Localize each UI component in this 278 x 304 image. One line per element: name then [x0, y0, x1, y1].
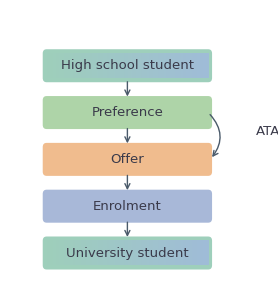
- FancyBboxPatch shape: [43, 143, 212, 176]
- FancyBboxPatch shape: [43, 96, 212, 129]
- FancyArrowPatch shape: [210, 115, 220, 156]
- Text: University student: University student: [66, 247, 189, 260]
- Text: Enrolment: Enrolment: [93, 200, 162, 213]
- Text: Offer: Offer: [111, 153, 144, 166]
- FancyBboxPatch shape: [43, 190, 212, 223]
- FancyBboxPatch shape: [43, 49, 212, 82]
- Text: Preference: Preference: [91, 106, 163, 119]
- Text: ATAR: ATAR: [255, 125, 278, 138]
- Text: High school student: High school student: [61, 59, 194, 72]
- FancyBboxPatch shape: [43, 237, 212, 270]
